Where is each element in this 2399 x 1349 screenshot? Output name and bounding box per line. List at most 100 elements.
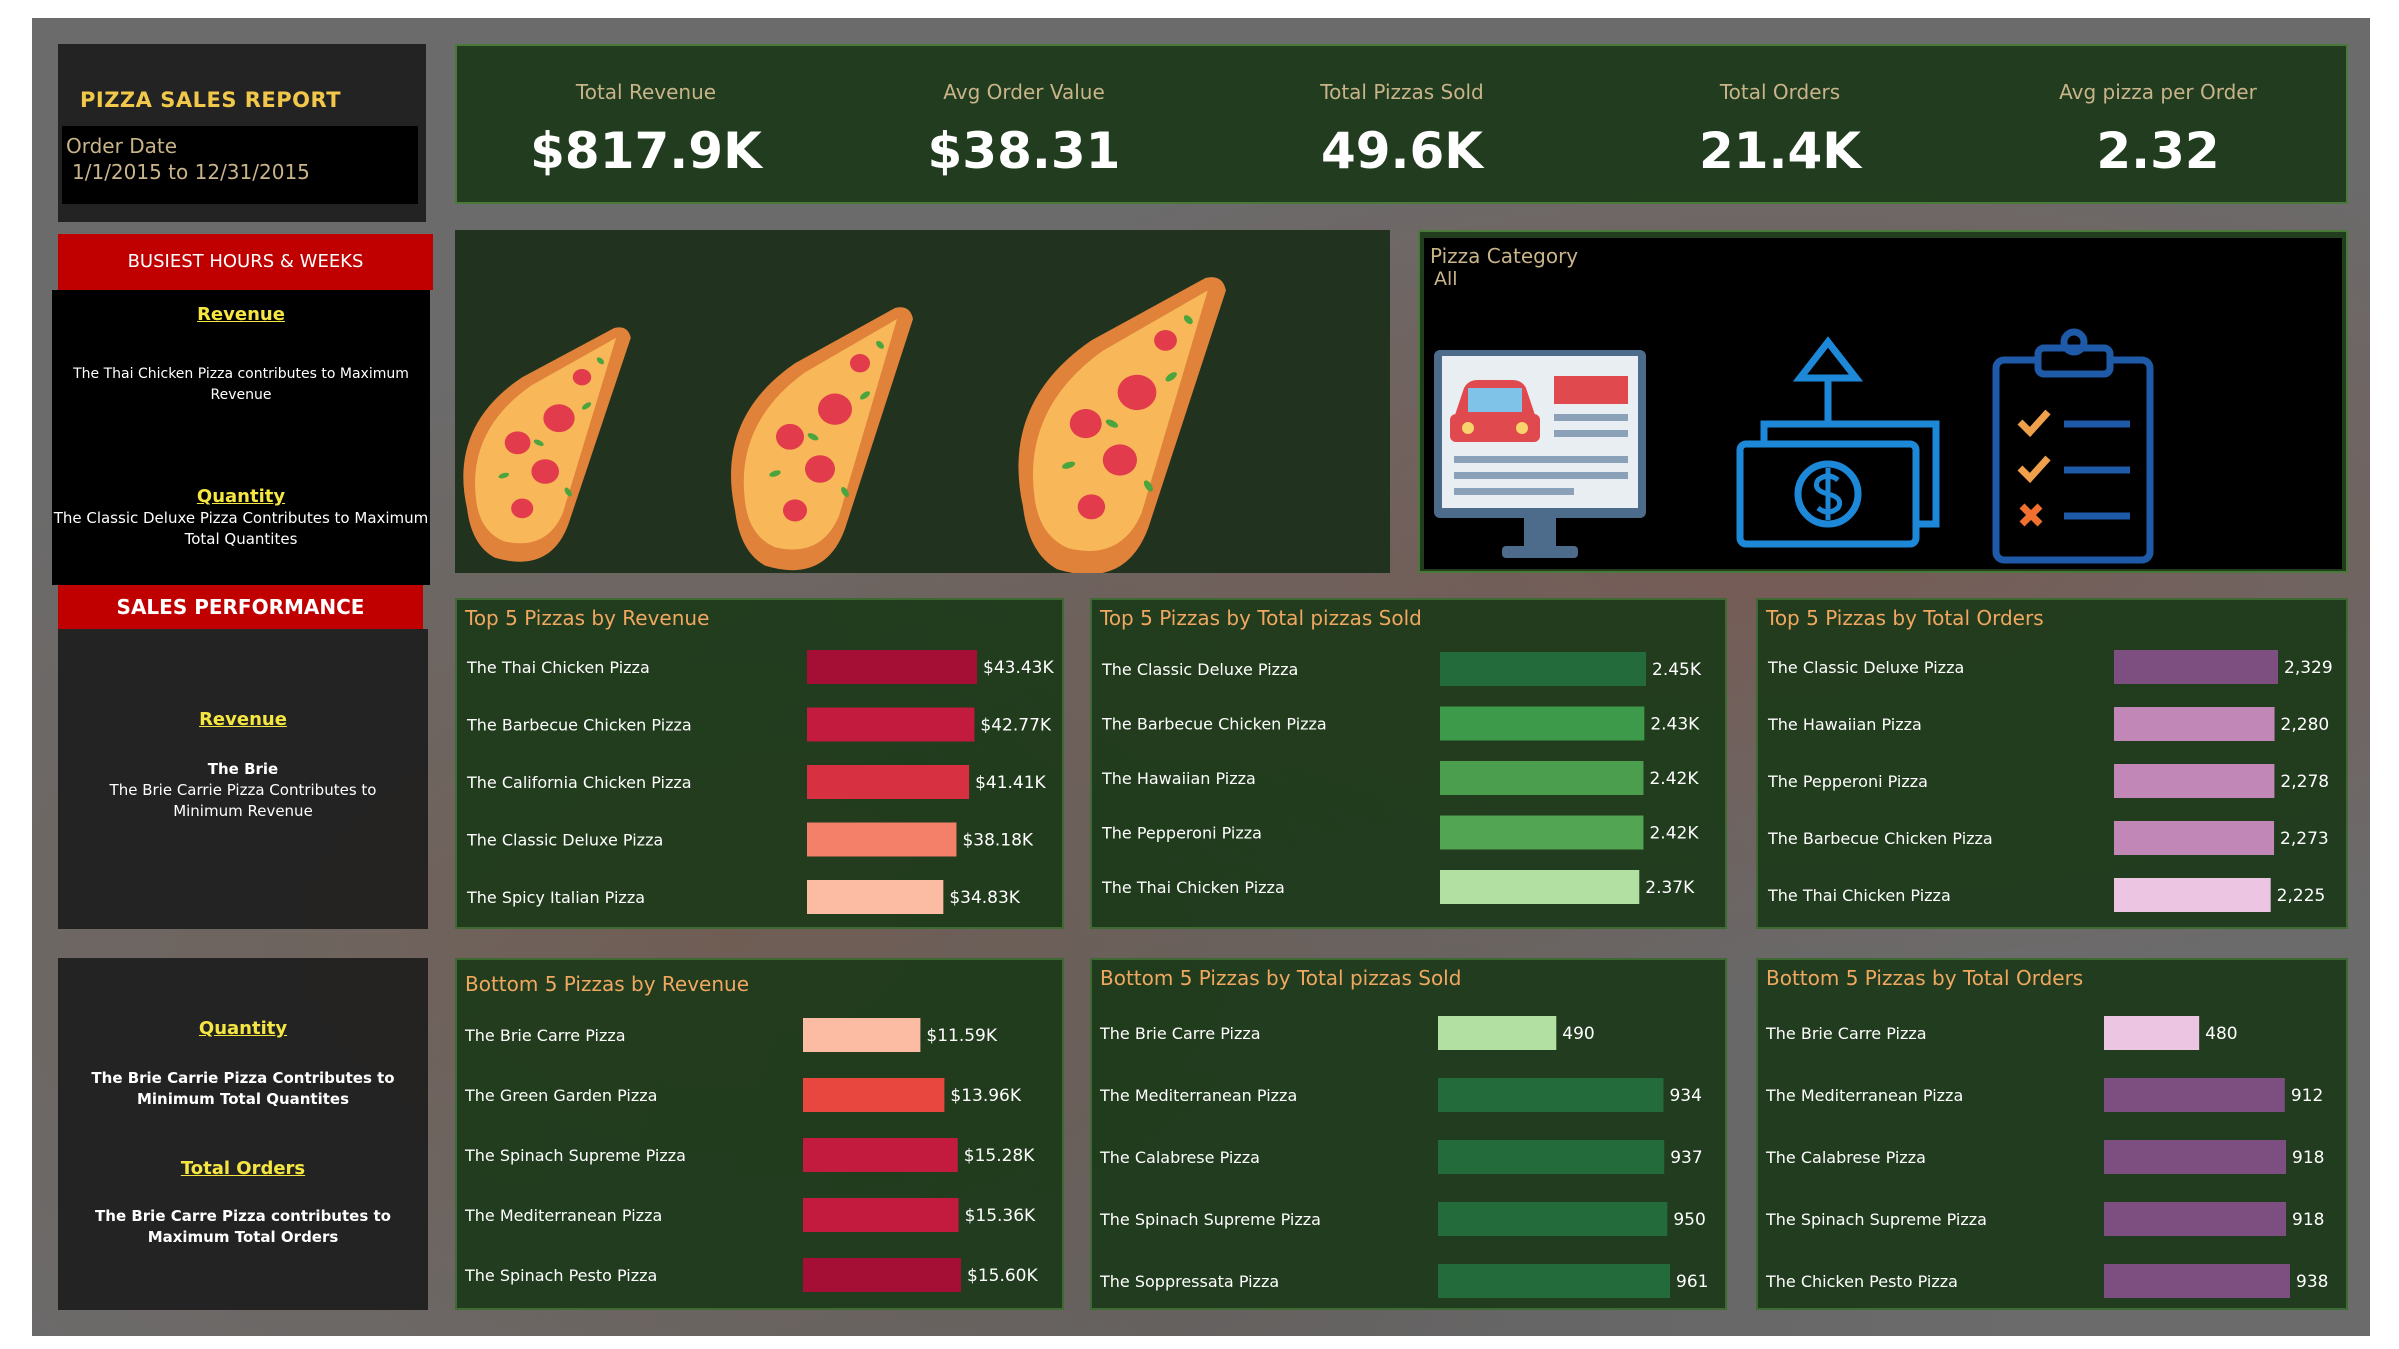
data-label: 912: [2291, 1086, 2323, 1106]
kpi-total-orders: Total Orders 21.4K: [1591, 46, 1969, 206]
bar[interactable]: [807, 650, 977, 684]
pizza-slice-icon: [463, 327, 631, 562]
category-label: The Green Garden Pizza: [464, 1086, 657, 1105]
busiest-revenue-text: The Thai Chicken Pizza contributes to Ma…: [73, 366, 409, 403]
date-filter[interactable]: Order Date 1/1/2015 to 12/31/2015: [62, 126, 418, 204]
data-label: $42.77K: [980, 716, 1051, 736]
bar[interactable]: [803, 1018, 921, 1052]
bar[interactable]: [803, 1258, 961, 1292]
notes-orders-text: The Brie Carre Pizza contributes to Maxi…: [95, 1207, 391, 1246]
bar[interactable]: [2114, 878, 2271, 912]
data-label: 918: [2292, 1210, 2324, 1230]
kpi-value: $817.9K: [530, 122, 762, 180]
chart-title: Top 5 Pizzas by Total Orders: [1766, 606, 2044, 630]
category-label: The Thai Chicken Pizza: [1767, 886, 1951, 905]
bar[interactable]: [1438, 1202, 1668, 1236]
pizza-images-panel: [455, 230, 1390, 575]
bar[interactable]: [2114, 764, 2275, 798]
data-label: 2,225: [2277, 886, 2326, 906]
category-label: The Calabrese Pizza: [1099, 1148, 1260, 1167]
bar[interactable]: [1438, 1140, 1665, 1174]
data-label: $38.18K: [962, 831, 1033, 851]
kpi-value: $38.31: [927, 122, 1121, 180]
performance-revenue-bold: The Brie: [207, 760, 279, 778]
bar[interactable]: [1440, 761, 1644, 795]
notes-orders-title: Total Orders: [180, 1158, 306, 1179]
data-label: $15.28K: [964, 1146, 1035, 1166]
quantity-orders-panel: Quantity The Brie Carrie Pizza Contribut…: [58, 958, 428, 1310]
date-filter-value: 1/1/2015 to 12/31/2015: [72, 160, 310, 184]
category-label: The Pepperoni Pizza: [1767, 772, 1928, 791]
bar[interactable]: [1438, 1016, 1557, 1050]
data-label: 2.37K: [1645, 878, 1695, 898]
kpi-value: 21.4K: [1698, 122, 1862, 180]
chart-top5-pizzas-sold: Top 5 Pizzas by Total pizzas Sold The Cl…: [1090, 598, 1727, 929]
bar[interactable]: [807, 765, 970, 799]
chart-title: Bottom 5 Pizzas by Total Orders: [1766, 966, 2084, 990]
busiest-quantity-title: Quantity: [196, 486, 286, 507]
data-label: $13.96K: [950, 1086, 1021, 1106]
data-label: 961: [1676, 1272, 1708, 1292]
kpi-label: Total Orders: [1719, 80, 1841, 104]
kpi-avg-pizza-per-order: Avg pizza per Order 2.32: [1969, 46, 2347, 206]
pizza-category-panel: Pizza Category All: [1418, 230, 2348, 573]
category-label: The California Chicken Pizza: [466, 773, 692, 792]
bar[interactable]: [1440, 870, 1640, 904]
category-label: The Classic Deluxe Pizza: [466, 831, 663, 850]
category-label: The Hawaiian Pizza: [1767, 715, 1922, 734]
bar[interactable]: [1440, 706, 1645, 741]
chart-title: Bottom 5 Pizzas by Revenue: [465, 972, 749, 996]
category-label: The Spinach Supreme Pizza: [464, 1146, 686, 1165]
category-label: The Spicy Italian Pizza: [466, 888, 645, 907]
bar[interactable]: [1440, 815, 1644, 850]
bar[interactable]: [2104, 1140, 2287, 1174]
notes-quantity-title: Quantity: [198, 1018, 288, 1039]
data-label: 2.45K: [1652, 660, 1702, 680]
chart-bottom5-total-orders: Bottom 5 Pizzas by Total Orders The Brie…: [1756, 958, 2348, 1310]
pizza-category-filter[interactable]: Pizza Category All: [1424, 238, 2342, 569]
bar[interactable]: [2104, 1202, 2287, 1236]
bar[interactable]: [1438, 1078, 1664, 1112]
bar[interactable]: [803, 1138, 958, 1172]
kpi-label: Total Revenue: [575, 80, 717, 104]
kpi-band: Total Revenue $817.9K Avg Order Value $3…: [455, 44, 2348, 204]
category-label: The Brie Carre Pizza: [1099, 1024, 1261, 1043]
bar[interactable]: [1440, 652, 1646, 686]
chart-bottom5-revenue: Bottom 5 Pizzas by Revenue The Brie Carr…: [455, 958, 1064, 1310]
category-label: The Mediterranean Pizza: [1099, 1086, 1297, 1105]
data-label: $15.60K: [967, 1266, 1038, 1286]
bar[interactable]: [2114, 821, 2275, 855]
notes-quantity-text: The Brie Carrie Pizza Contributes to Min…: [91, 1069, 395, 1108]
data-label: 950: [1673, 1210, 1705, 1230]
bar[interactable]: [2114, 707, 2275, 741]
bar[interactable]: [807, 822, 957, 857]
chart-title: Bottom 5 Pizzas by Total pizzas Sold: [1100, 966, 1462, 990]
category-label: The Mediterranean Pizza: [464, 1206, 662, 1225]
clipboard-checklist-icon: [1992, 328, 2154, 564]
data-label: $11.59K: [926, 1026, 997, 1046]
data-label: 934: [1669, 1086, 1701, 1106]
bar[interactable]: [803, 1078, 945, 1112]
bar[interactable]: [803, 1198, 959, 1232]
data-label: 937: [1670, 1148, 1702, 1168]
kpi-label: Total Pizzas Sold: [1320, 80, 1484, 104]
bar[interactable]: [2104, 1016, 2200, 1050]
bar[interactable]: [2104, 1264, 2290, 1298]
category-label: The Chicken Pesto Pizza: [1765, 1272, 1958, 1291]
kpi-avg-order-value: Avg Order Value $38.31: [835, 46, 1213, 206]
category-label: The Hawaiian Pizza: [1101, 769, 1256, 788]
bar[interactable]: [807, 880, 944, 914]
category-label: Pizza Category: [1430, 244, 1579, 268]
category-label: The Barbecue Chicken Pizza: [466, 716, 692, 735]
category-label: The Barbecue Chicken Pizza: [1101, 715, 1327, 734]
report-title-panel: PIZZA SALES REPORT Order Date 1/1/2015 t…: [58, 44, 426, 222]
data-label: 938: [2296, 1272, 2328, 1292]
data-label: $41.41K: [975, 773, 1046, 793]
category-label: The Spinach Supreme Pizza: [1099, 1210, 1321, 1229]
bar[interactable]: [2114, 650, 2278, 684]
chart-top5-revenue: Top 5 Pizzas by Revenue The Thai Chicken…: [455, 598, 1064, 929]
bar[interactable]: [2104, 1078, 2285, 1112]
category-label: The Spinach Pesto Pizza: [464, 1266, 657, 1285]
bar[interactable]: [807, 707, 975, 742]
bar[interactable]: [1438, 1264, 1670, 1298]
